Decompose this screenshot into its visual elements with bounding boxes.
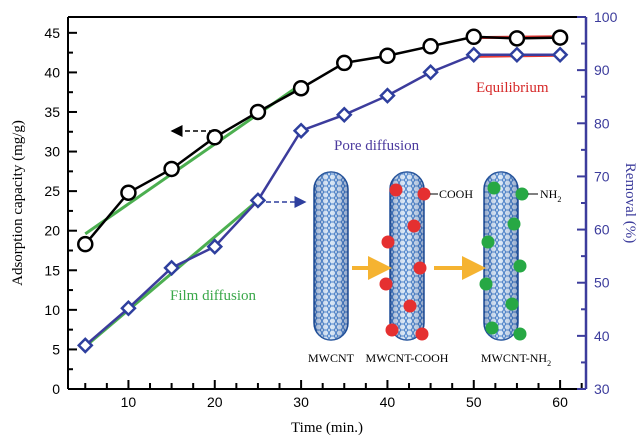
y-tick-label: 35: [44, 104, 60, 120]
cooh-label: COOH: [439, 187, 473, 201]
removal-point: [424, 66, 437, 79]
capacity-point: [380, 49, 394, 63]
x-tick-label: 20: [207, 394, 223, 410]
removal-point: [338, 108, 351, 121]
capacity-point: [165, 162, 179, 176]
y2-axis-label: Removal (%): [622, 163, 638, 243]
y-tick-label: 40: [44, 64, 60, 80]
capacity-point: [208, 130, 222, 144]
y2-tick-label: 80: [594, 115, 610, 131]
x-tick-label: 60: [552, 394, 568, 410]
nanotube-illustration: COOH NH2 MWCNT MWCNT-COOH MWCNT-NH2: [308, 172, 561, 368]
capacity-point: [467, 30, 481, 44]
capacity-point: [78, 237, 92, 251]
mwcnt-cooh-tube: [380, 172, 439, 341]
y2-tick-label: 60: [594, 222, 610, 238]
y-tick-label: 15: [44, 262, 60, 278]
y-axis-label: Adsorption capacity (mg/g): [10, 120, 26, 286]
mwcnt-cooh-caption: MWCNT-COOH: [366, 351, 449, 365]
removal-point: [381, 89, 394, 102]
x-tick-label: 50: [466, 394, 482, 410]
y-tick-label: 0: [52, 381, 60, 397]
y2-tick-label: 40: [594, 328, 610, 344]
y2-tick-label: 70: [594, 168, 610, 184]
capacity-point: [337, 56, 351, 70]
equilibrium-label: Equilibrium: [476, 80, 549, 96]
mwcnt-nh2-caption: MWCNT-NH2: [481, 351, 551, 368]
y-tick-label: 30: [44, 144, 60, 160]
x-tick-label: 30: [293, 394, 309, 410]
y-tick-label: 10: [44, 302, 60, 318]
capacity-point: [553, 31, 567, 45]
capacity-point: [424, 39, 438, 53]
y-tick-label: 5: [52, 341, 60, 357]
y2-tick-label: 90: [594, 62, 610, 78]
y-tick-label: 45: [44, 25, 60, 41]
y2-tick-label: 100: [594, 9, 618, 25]
y-tick-label: 20: [44, 223, 60, 239]
nh2-label: NH2: [540, 187, 561, 204]
mwcnt-tube: [314, 172, 348, 340]
removal-point: [510, 48, 523, 61]
mwcnt-caption: MWCNT: [308, 351, 355, 365]
pore-diffusion-label: Pore diffusion: [334, 138, 420, 154]
x-axis-label: Time (min.): [291, 420, 363, 436]
mwcnt-nh2-tube: [480, 172, 539, 341]
removal-point: [554, 48, 567, 61]
capacity-point: [251, 105, 265, 119]
x-tick-label: 40: [380, 394, 396, 410]
y2-tick-label: 30: [594, 381, 610, 397]
y-tick-label: 25: [44, 183, 60, 199]
capacity-point: [294, 81, 308, 95]
x-tick-label: 10: [121, 394, 137, 410]
capacity-point: [121, 186, 135, 200]
removal-point: [467, 48, 480, 61]
removal-point: [295, 124, 308, 137]
capacity-point: [510, 31, 524, 45]
film-diffusion-label: Film diffusion: [170, 288, 256, 304]
y2-tick-label: 50: [594, 275, 610, 291]
